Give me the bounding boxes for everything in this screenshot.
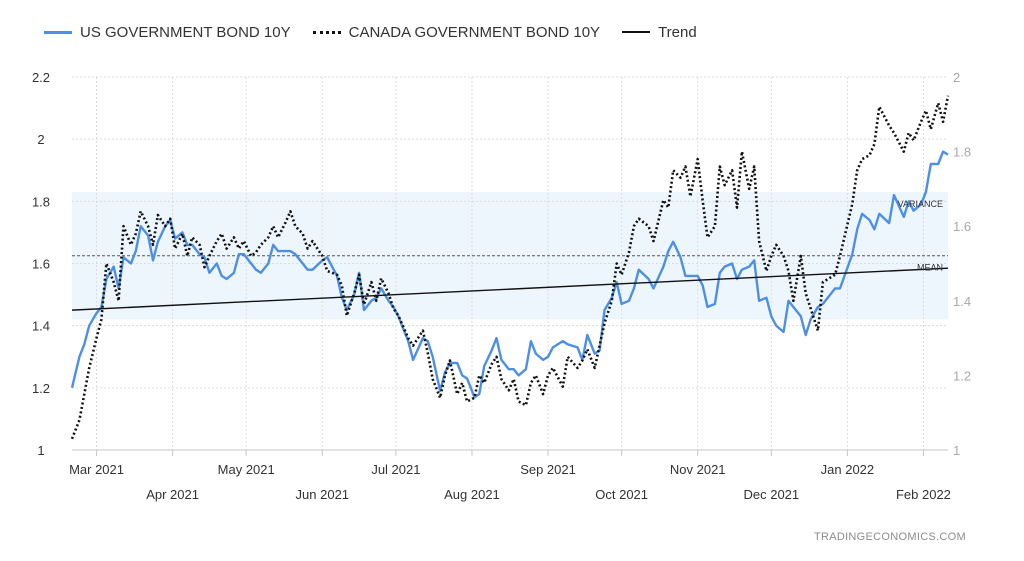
legend-item-canada[interactable]: CANADA GOVERNMENT BOND 10Y [312,23,601,41]
legend-item-us[interactable]: US GOVERNMENT BOND 10Y [44,24,291,41]
variance-label: VARIANCE [898,199,943,209]
x-tick-label: Apr 2021 [146,487,199,502]
label-layer: VARIANCE MEAN [898,199,943,273]
y-left-tick-label: 2.2 [32,70,50,85]
x-tick-label: Jun 2021 [296,487,350,502]
legend-swatch-canada [312,30,341,34]
x-tick-label: Aug 2021 [444,487,500,502]
y-right-tick-label: 1.4 [953,294,971,309]
series-line-canada [70,95,950,440]
chart-legend: US GOVERNMENT BOND 10Y CANADA GOVERNMENT… [44,20,719,44]
y-left-tick-label: 1.8 [32,194,50,209]
x-tick-label: Nov 2021 [670,462,726,477]
y-left-tick-label: 2 [37,132,44,147]
y-right-tick-label: 2 [953,70,960,85]
legend-swatch-us [44,30,72,34]
legend-label-us: US GOVERNMENT BOND 10Y [80,23,291,41]
source-watermark: TRADINGECONOMICS.COM [813,531,966,543]
y-left-tick-label: 1.2 [32,381,50,396]
x-tick-label: Dec 2021 [743,487,799,502]
x-tick-label: May 2021 [218,462,275,477]
y-left-tick-label: 1 [37,443,44,458]
series-layer [70,95,950,440]
y-right-tick-label: 1.8 [953,145,971,160]
x-tick-label: Mar 2021 [69,462,124,477]
y-left-tick-label: 1.6 [32,257,50,272]
series-line-us [70,150,949,399]
legend-item-trend[interactable]: Trend [622,24,697,41]
x-tick-label: Feb 2022 [896,487,951,502]
x-tick-label: Sep 2021 [520,462,576,477]
y-right-tick-label: 1.6 [953,219,971,234]
legend-label-canada: CANADA GOVERNMENT BOND 10Y [348,23,601,41]
y-right-tick-label: 1.2 [953,368,971,383]
y-right-tick-label: 1 [953,443,960,458]
mean-label: MEAN [917,263,943,273]
legend-swatch-trend [622,31,651,33]
x-tick-label: Jan 2022 [821,462,875,477]
axis-layer: 1 1.2 1.4 1.6 1.8 2 2.2 1 1.2 1.4 1.6 1.8 2 Mar 2021 M… [32,70,971,502]
x-tick-label: Jul 2021 [371,462,420,477]
y-left-tick-label: 1.4 [32,319,50,334]
legend-label-trend: Trend [658,23,697,41]
x-tick-label: Oct 2021 [595,487,648,502]
trend-line [71,267,949,311]
